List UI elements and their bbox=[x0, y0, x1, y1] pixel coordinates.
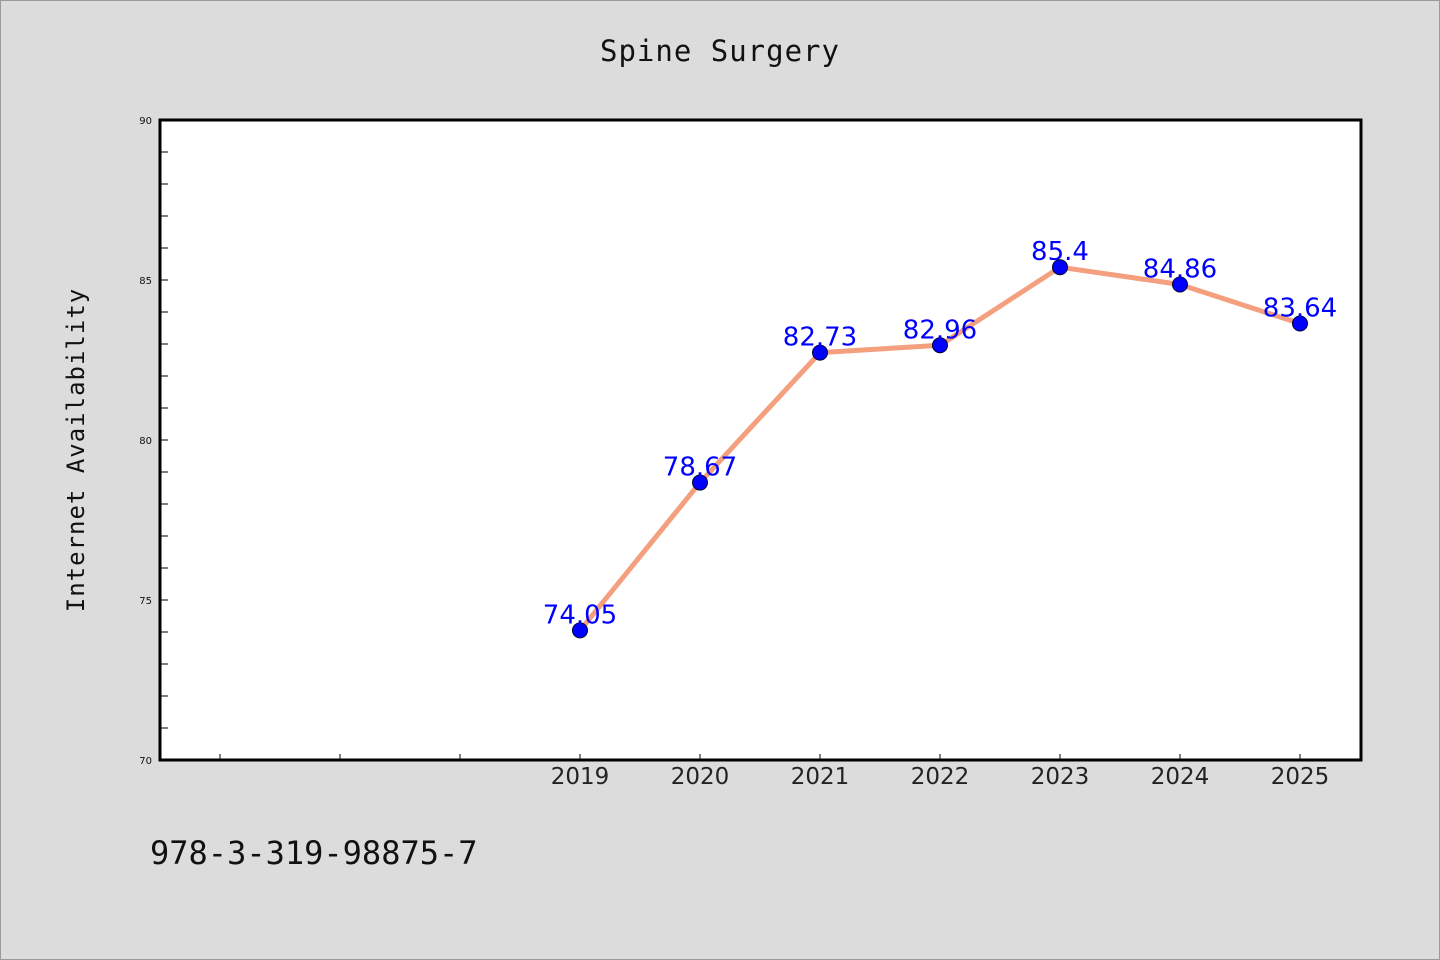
data-point bbox=[572, 622, 588, 639]
data-point bbox=[812, 344, 828, 361]
y-tick-label: 75 bbox=[139, 596, 152, 607]
chart-title: Spine Surgery bbox=[600, 34, 840, 68]
plot-border bbox=[158, 118, 1363, 762]
footnote-isbn: 978-3-319-98875-7 bbox=[150, 834, 478, 872]
x-tick-label: 2021 bbox=[791, 764, 850, 790]
x-axis: 2019 2020 2021 2022 2023 2024 2025 bbox=[219, 754, 1330, 790]
data-label: 84.86 bbox=[1143, 254, 1217, 284]
data-markers bbox=[572, 259, 1308, 639]
y-tick-label: 90 bbox=[139, 116, 152, 127]
x-tick-label: 2024 bbox=[1151, 764, 1210, 790]
data-label: 82.96 bbox=[903, 315, 977, 345]
data-point bbox=[1292, 315, 1308, 332]
x-tick-label: 2019 bbox=[551, 764, 610, 790]
data-label: 82.73 bbox=[783, 323, 857, 353]
y-tick-label: 70 bbox=[139, 756, 152, 767]
x-tick-label: 2022 bbox=[911, 764, 970, 790]
x-tick-label: 2025 bbox=[1271, 764, 1330, 790]
data-label: 83.64 bbox=[1263, 294, 1337, 324]
data-point bbox=[1172, 276, 1188, 293]
y-tick-label: 80 bbox=[139, 436, 152, 447]
data-labels: 74.05 78.67 82.73 82.96 85.4 84.86 83.64 bbox=[543, 237, 1337, 630]
data-label: 85.4 bbox=[1031, 237, 1089, 267]
data-label: 74.05 bbox=[543, 600, 617, 630]
data-label: 78.67 bbox=[663, 453, 737, 483]
data-point bbox=[1052, 259, 1068, 276]
y-tick-label: 85 bbox=[139, 276, 152, 287]
data-point bbox=[692, 474, 708, 491]
data-point bbox=[932, 337, 948, 354]
plot-area bbox=[160, 120, 1361, 760]
x-tick-label: 2020 bbox=[671, 764, 730, 790]
x-tick-label: 2023 bbox=[1031, 764, 1090, 790]
